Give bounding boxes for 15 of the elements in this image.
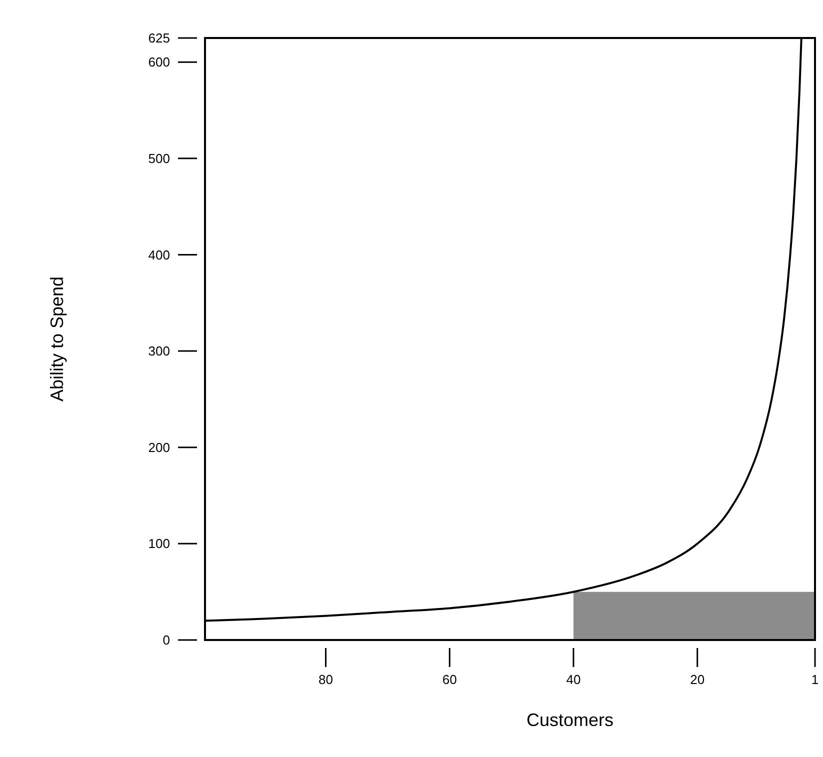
y-tick-label: 0 — [162, 632, 170, 648]
x-axis-title: Customers — [526, 710, 614, 730]
x-tick-label: 60 — [442, 672, 457, 687]
y-tick-label: 100 — [148, 536, 170, 552]
x-tick-label: 40 — [566, 672, 581, 687]
y-tick-label: 625 — [148, 30, 170, 46]
y-tick-label: 500 — [148, 150, 170, 166]
y-tick-label: 300 — [148, 344, 170, 359]
y-axis-title: Ability to Spend — [47, 276, 67, 402]
x-tick-label: 80 — [318, 672, 333, 687]
y-tick-label: 200 — [148, 440, 170, 455]
x-tick-label: 1 — [811, 672, 819, 687]
x-tick-label: 20 — [690, 672, 705, 687]
y-tick-label: 600 — [148, 54, 170, 70]
y-tick-label: 400 — [148, 247, 170, 262]
